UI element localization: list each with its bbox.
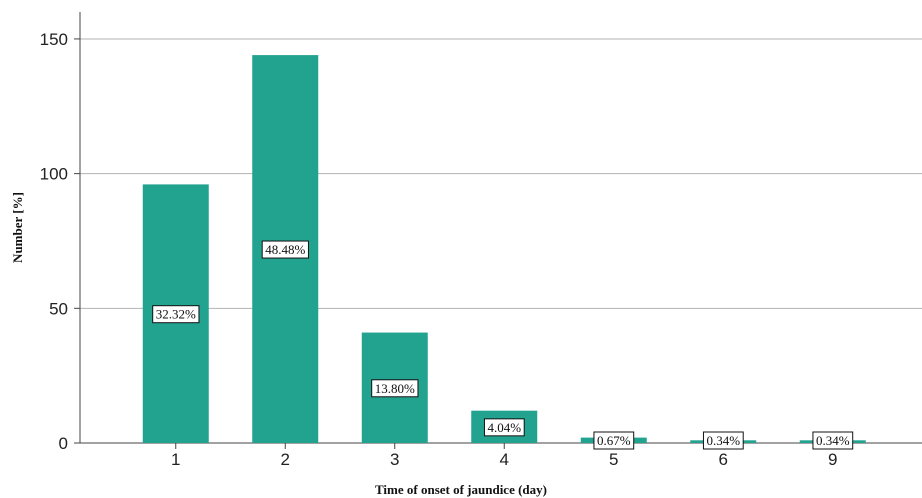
data-label-box xyxy=(483,418,525,437)
x-tick-label: 1 xyxy=(171,450,180,469)
data-label: 0.34% xyxy=(702,431,744,450)
data-label: 32.32% xyxy=(152,305,200,324)
y-axis: 0 50 100 150 xyxy=(40,12,81,453)
y-axis-title: Number [%] xyxy=(10,192,25,263)
data-label-text: 32.32% xyxy=(156,307,196,322)
data-label-box xyxy=(152,305,200,324)
data-label: 0.67% xyxy=(593,431,635,450)
x-tick-label: 6 xyxy=(719,450,728,469)
data-label: 4.04% xyxy=(483,418,525,437)
data-label-box xyxy=(261,240,309,259)
data-label: 0.34% xyxy=(812,431,854,450)
data-label-text: 4.04% xyxy=(487,420,521,435)
y-tick-label: 100 xyxy=(40,165,68,184)
x-tick-label: 9 xyxy=(828,450,837,469)
gridlines xyxy=(80,38,922,309)
x-axis-title: Time of onset of jaundice (day) xyxy=(375,482,547,497)
data-label-box xyxy=(812,431,854,450)
data-label-box xyxy=(371,379,419,398)
data-label-text: 13.80% xyxy=(375,381,415,396)
data-label-box xyxy=(593,431,635,450)
x-tick-label: 4 xyxy=(500,450,509,469)
y-tick-label: 150 xyxy=(40,30,68,49)
data-label-text: 0.34% xyxy=(706,433,740,448)
data-label-text: 0.67% xyxy=(597,433,631,448)
data-label-text: 48.48% xyxy=(265,242,305,257)
x-axis: 1 2 3 4 5 6 9 xyxy=(80,442,922,469)
data-label-box xyxy=(702,431,744,450)
x-tick-label: 3 xyxy=(390,450,399,469)
data-labels: 32.32% 48.48% 13.80% 4.04% 0.67% 0.34% 0.34% xyxy=(152,240,854,450)
data-label: 13.80% xyxy=(371,379,419,398)
bars xyxy=(142,55,866,443)
x-tick-label: 2 xyxy=(281,450,290,469)
data-label: 48.48% xyxy=(261,240,309,259)
y-tick-label: 0 xyxy=(59,434,68,453)
data-label-text: 0.34% xyxy=(816,433,850,448)
x-tick-label: 5 xyxy=(609,450,618,469)
y-tick-label: 50 xyxy=(49,299,68,318)
